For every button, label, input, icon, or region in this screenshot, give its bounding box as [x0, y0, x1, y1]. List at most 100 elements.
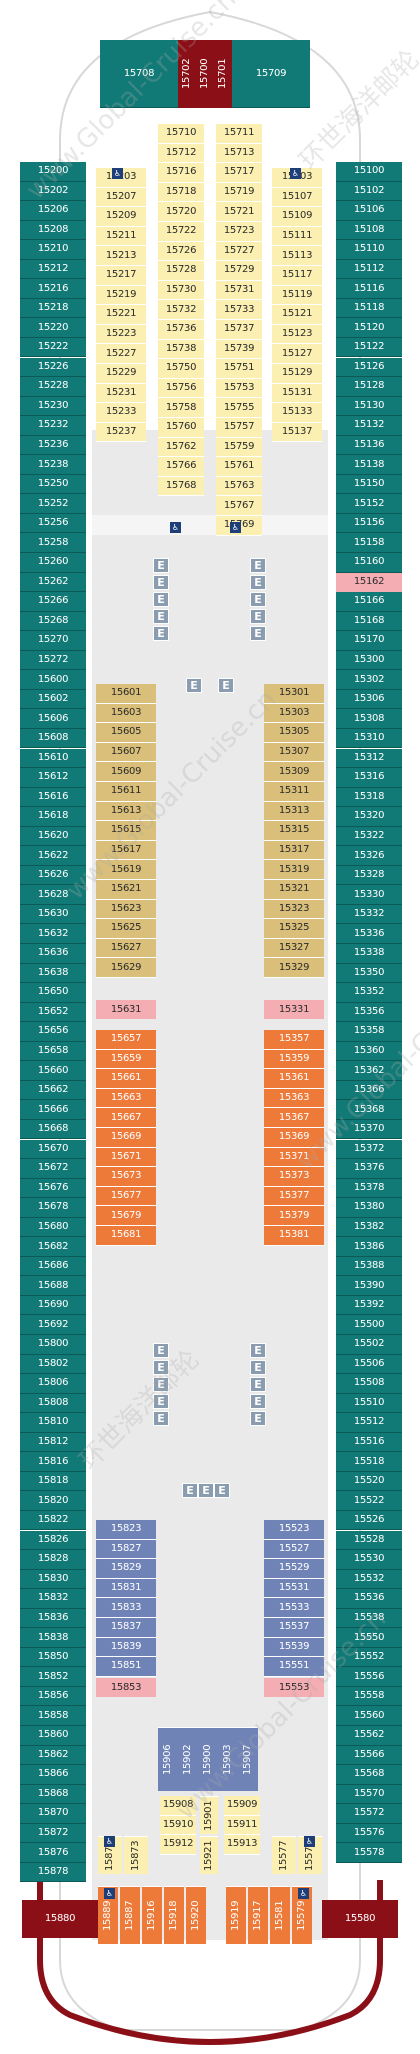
cabin-15523[interactable]: 15523: [264, 1520, 324, 1540]
cabin-15532[interactable]: 15532: [336, 1569, 402, 1590]
cabin-15352[interactable]: 15352: [336, 983, 402, 1003]
cabin-15768[interactable]: 15768: [158, 476, 204, 497]
cabin-15332[interactable]: 15332: [336, 904, 402, 925]
cabin-15272[interactable]: 15272: [20, 650, 86, 671]
cabin-15550[interactable]: 15550: [336, 1628, 402, 1648]
cabin-15730[interactable]: 15730: [158, 280, 204, 301]
cabin-15812[interactable]: 15812: [20, 1432, 86, 1453]
cabin-15118[interactable]: 15118: [336, 298, 402, 319]
cabin-15827[interactable]: 15827: [96, 1539, 156, 1560]
cabin-15210[interactable]: 15210: [20, 240, 86, 260]
cabin-15600[interactable]: 15600: [20, 670, 86, 690]
cabin-15909[interactable]: 15909: [224, 1796, 260, 1816]
cabin-15392[interactable]: 15392: [336, 1295, 402, 1316]
cabin-15209[interactable]: 15209: [96, 207, 146, 227]
cabin-15116[interactable]: 15116: [336, 279, 402, 299]
cabin-15873[interactable]: 15873: [124, 1836, 148, 1874]
cabin-15912[interactable]: 15912: [160, 1835, 196, 1855]
cabin-15527[interactable]: 15527: [264, 1539, 324, 1560]
cabin-15212[interactable]: 15212: [20, 259, 86, 280]
cabin-15688[interactable]: 15688: [20, 1276, 86, 1296]
cabin-15709[interactable]: 15709: [232, 40, 310, 108]
cabin-15560[interactable]: 15560: [336, 1706, 402, 1726]
cabin-15369[interactable]: 15369: [264, 1128, 324, 1148]
cabin-15917[interactable]: 15917: [248, 1886, 268, 1944]
cabin-15607[interactable]: 15607: [96, 742, 156, 763]
cabin-15370[interactable]: 15370: [336, 1119, 402, 1140]
cabin-15312[interactable]: 15312: [336, 748, 402, 769]
cabin-15731[interactable]: 15731: [216, 280, 262, 301]
cabin-15670[interactable]: 15670: [20, 1139, 86, 1160]
cabin-15902[interactable]: 15902: [178, 1727, 198, 1791]
cabin-15830[interactable]: 15830: [20, 1569, 86, 1590]
cabin-15121[interactable]: 15121: [272, 305, 322, 325]
cabin-15310[interactable]: 15310: [336, 728, 402, 749]
cabin-15608[interactable]: 15608: [20, 728, 86, 749]
cabin-15313[interactable]: 15313: [264, 801, 324, 822]
cabin-15837[interactable]: 15837: [96, 1618, 156, 1638]
cabin-15829[interactable]: 15829: [96, 1559, 156, 1579]
cabin-15126[interactable]: 15126: [336, 357, 402, 378]
cabin-15120[interactable]: 15120: [336, 318, 402, 338]
cabin-15100[interactable]: 15100: [336, 162, 402, 182]
cabin-15110[interactable]: 15110: [336, 240, 402, 260]
cabin-15682[interactable]: 15682: [20, 1237, 86, 1257]
cabin-15911[interactable]: 15911: [224, 1815, 260, 1836]
cabin-15733[interactable]: 15733: [216, 300, 262, 320]
cabin-15207[interactable]: 15207: [96, 187, 146, 208]
cabin-15106[interactable]: 15106: [336, 201, 402, 221]
cabin-15306[interactable]: 15306: [336, 689, 402, 710]
cabin-15580[interactable]: 15580: [322, 1900, 398, 1938]
cabin-15568[interactable]: 15568: [336, 1765, 402, 1785]
cabin-15539[interactable]: 15539: [264, 1637, 324, 1658]
cabin-15728[interactable]: 15728: [158, 261, 204, 281]
cabin-15516[interactable]: 15516: [336, 1432, 402, 1453]
cabin-15690[interactable]: 15690: [20, 1295, 86, 1316]
cabin-15231[interactable]: 15231: [96, 383, 146, 404]
cabin-15367[interactable]: 15367: [264, 1108, 324, 1128]
cabin-15109[interactable]: 15109: [272, 207, 322, 227]
cabin-15200[interactable]: 15200: [20, 162, 86, 182]
cabin-15701[interactable]: 15701: [214, 40, 232, 108]
cabin-15739[interactable]: 15739: [216, 339, 262, 360]
cabin-15166[interactable]: 15166: [336, 592, 402, 612]
cabin-15206[interactable]: 15206: [20, 201, 86, 221]
cabin-15762[interactable]: 15762: [158, 437, 204, 458]
cabin-15870[interactable]: 15870: [20, 1804, 86, 1824]
cabin-15679[interactable]: 15679: [96, 1206, 156, 1226]
cabin-15658[interactable]: 15658: [20, 1041, 86, 1062]
cabin-15570[interactable]: 15570: [336, 1784, 402, 1805]
cabin-15301[interactable]: 15301: [264, 684, 324, 704]
cabin-15831[interactable]: 15831: [96, 1578, 156, 1599]
cabin-15678[interactable]: 15678: [20, 1198, 86, 1218]
cabin-15219[interactable]: 15219: [96, 285, 146, 306]
cabin-15220[interactable]: 15220: [20, 318, 86, 338]
cabin-15232[interactable]: 15232: [20, 416, 86, 436]
cabin-15572[interactable]: 15572: [336, 1804, 402, 1824]
cabin-15601[interactable]: 15601: [96, 684, 156, 704]
cabin-15763[interactable]: 15763: [216, 476, 262, 497]
cabin-15676[interactable]: 15676: [20, 1178, 86, 1199]
cabin-15362[interactable]: 15362: [336, 1061, 402, 1081]
cabin-15305[interactable]: 15305: [264, 723, 324, 743]
cabin-15738[interactable]: 15738: [158, 339, 204, 360]
cabin-15686[interactable]: 15686: [20, 1256, 86, 1277]
cabin-15556[interactable]: 15556: [336, 1667, 402, 1687]
cabin-15107[interactable]: 15107: [272, 187, 322, 208]
cabin-15610[interactable]: 15610: [20, 748, 86, 769]
cabin-15628[interactable]: 15628: [20, 885, 86, 905]
cabin-15630[interactable]: 15630: [20, 904, 86, 925]
cabin-15529[interactable]: 15529: [264, 1559, 324, 1579]
cabin-15122[interactable]: 15122: [336, 337, 402, 358]
cabin-15315[interactable]: 15315: [264, 821, 324, 841]
cabin-15756[interactable]: 15756: [158, 378, 204, 399]
cabin-15626[interactable]: 15626: [20, 865, 86, 886]
cabin-15551[interactable]: 15551: [264, 1657, 324, 1677]
cabin-15856[interactable]: 15856: [20, 1686, 86, 1707]
cabin-15860[interactable]: 15860: [20, 1726, 86, 1746]
cabin-15823[interactable]: 15823: [96, 1520, 156, 1540]
cabin-15723[interactable]: 15723: [216, 222, 262, 242]
cabin-15921[interactable]: 15921: [200, 1836, 218, 1874]
cabin-15327[interactable]: 15327: [264, 938, 324, 959]
cabin-15228[interactable]: 15228: [20, 377, 86, 397]
